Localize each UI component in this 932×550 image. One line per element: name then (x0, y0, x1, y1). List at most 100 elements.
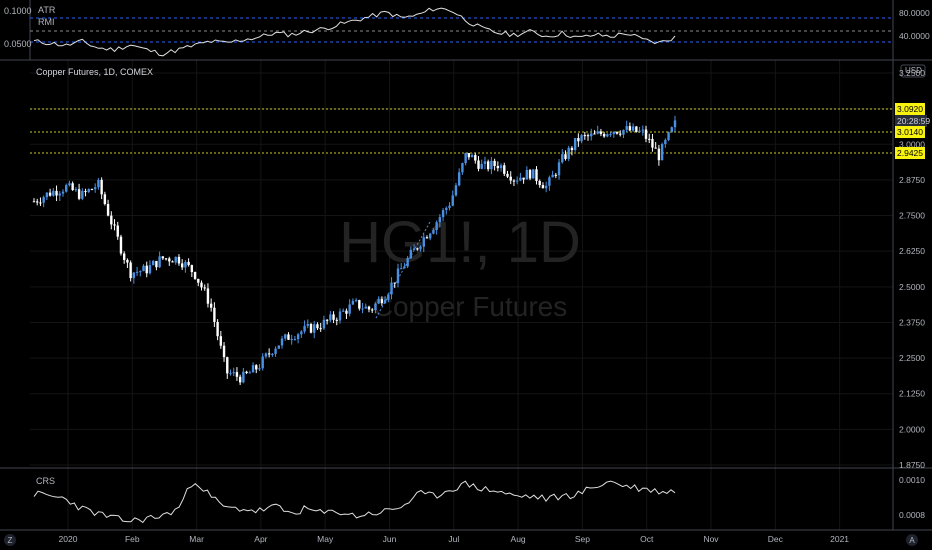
auto-scale-toggle[interactable]: A (906, 534, 918, 546)
candle-body (474, 155, 477, 161)
candle-body (464, 153, 467, 164)
candle-body (193, 272, 197, 279)
candle-body (374, 303, 377, 310)
candle-body (515, 180, 519, 182)
candle-body (174, 256, 177, 263)
time-axis-ticks: 2020 Feb Mar Apr May Jun Jul Aug Sep Oct Nov Dec 202… (59, 534, 850, 544)
candle-body (351, 300, 355, 305)
countdown-tag: 20:28:59 (897, 116, 930, 126)
candle-body (583, 135, 587, 137)
candle-body (229, 373, 232, 375)
level-2-tag: 2.9425 (897, 148, 923, 158)
candle-body (248, 372, 252, 374)
candle-body (596, 131, 599, 134)
candle-body (496, 165, 500, 169)
candle-body (338, 311, 342, 321)
candle-body (673, 120, 677, 128)
candle-body (480, 163, 483, 169)
candle-body (660, 144, 664, 161)
candle-body (200, 282, 203, 288)
candle-body (525, 169, 529, 180)
candle-body (593, 133, 596, 135)
candle-body (116, 225, 119, 237)
candle-body (319, 328, 322, 330)
candle-body (625, 126, 628, 130)
time-tick: Dec (768, 534, 784, 544)
candle-body (448, 205, 451, 208)
candle-body (87, 189, 90, 192)
candle-body (52, 190, 55, 196)
candlestick-series (32, 115, 677, 386)
candle-body (561, 154, 564, 163)
candle-body (548, 177, 551, 186)
candle-body (544, 185, 548, 189)
candle-body (97, 179, 100, 188)
currency-box (900, 64, 926, 78)
candle-body (148, 265, 152, 274)
candle-body (309, 324, 313, 333)
candle-body (644, 129, 648, 139)
level-2-tag-bg (895, 147, 925, 159)
auto-scale-icon[interactable]: A (909, 536, 915, 545)
currency-label: USD (905, 66, 922, 75)
candle-body (55, 190, 58, 196)
candle-body (32, 201, 36, 203)
candle-body (628, 126, 632, 131)
price-tick: 2.6250 (899, 246, 925, 256)
candle-body (486, 161, 490, 170)
candle-body (631, 126, 635, 131)
candle-body (197, 278, 200, 283)
chart-title: Copper Futures, 1D, COMEX (36, 67, 153, 77)
candle-body (81, 191, 84, 199)
candle-body (329, 314, 332, 321)
candle-body (168, 258, 171, 262)
candle-body (615, 131, 619, 134)
candle-body (45, 192, 49, 198)
candle-body (586, 135, 590, 137)
candle-body (493, 160, 496, 166)
candle-body (284, 334, 287, 339)
candle-body (39, 202, 42, 204)
candle-body (226, 357, 229, 374)
candle-body (573, 138, 577, 151)
level-1-tag: 3.0140 (897, 127, 923, 137)
candle-body (570, 147, 574, 151)
candle-body (187, 261, 190, 266)
candle-body (71, 183, 74, 191)
candle-body (61, 191, 65, 194)
candle-body (232, 372, 235, 374)
candle-body (445, 207, 448, 211)
candle-body (300, 331, 303, 335)
candle-body (271, 353, 274, 355)
time-tick: May (317, 534, 334, 544)
candle-body (306, 324, 309, 326)
candle-body (551, 174, 554, 178)
candle-body (367, 306, 371, 310)
grid-lines (30, 60, 893, 530)
candle-body (222, 345, 226, 358)
candle-body (654, 147, 657, 149)
price-axis-ticks: 3.25003.12503.00002.87502.75002.62502.50… (899, 68, 925, 470)
price-tick: 3.0000 (899, 139, 925, 149)
log-scale-toggle-bg[interactable] (4, 534, 16, 546)
candle-body (528, 169, 532, 179)
candle-body (554, 174, 558, 176)
candle-body (590, 133, 593, 137)
candle-body (316, 324, 319, 329)
candle-body (255, 365, 258, 370)
candle-body (451, 195, 454, 206)
log-scale-toggle[interactable]: Z (4, 534, 16, 546)
candle-body (364, 306, 367, 309)
zoom-icon[interactable]: Z (8, 536, 13, 545)
candle-body (267, 353, 271, 355)
auto-scale-toggle-bg[interactable] (906, 534, 918, 546)
candle-body (164, 258, 168, 260)
candle-body (274, 348, 277, 354)
candle-body (242, 371, 245, 383)
crs-label: CRS (36, 476, 55, 486)
candle-body (622, 129, 625, 135)
candle-body (416, 248, 419, 250)
candle-body (396, 268, 400, 284)
candle-body (580, 135, 583, 142)
candle-body (68, 183, 71, 186)
